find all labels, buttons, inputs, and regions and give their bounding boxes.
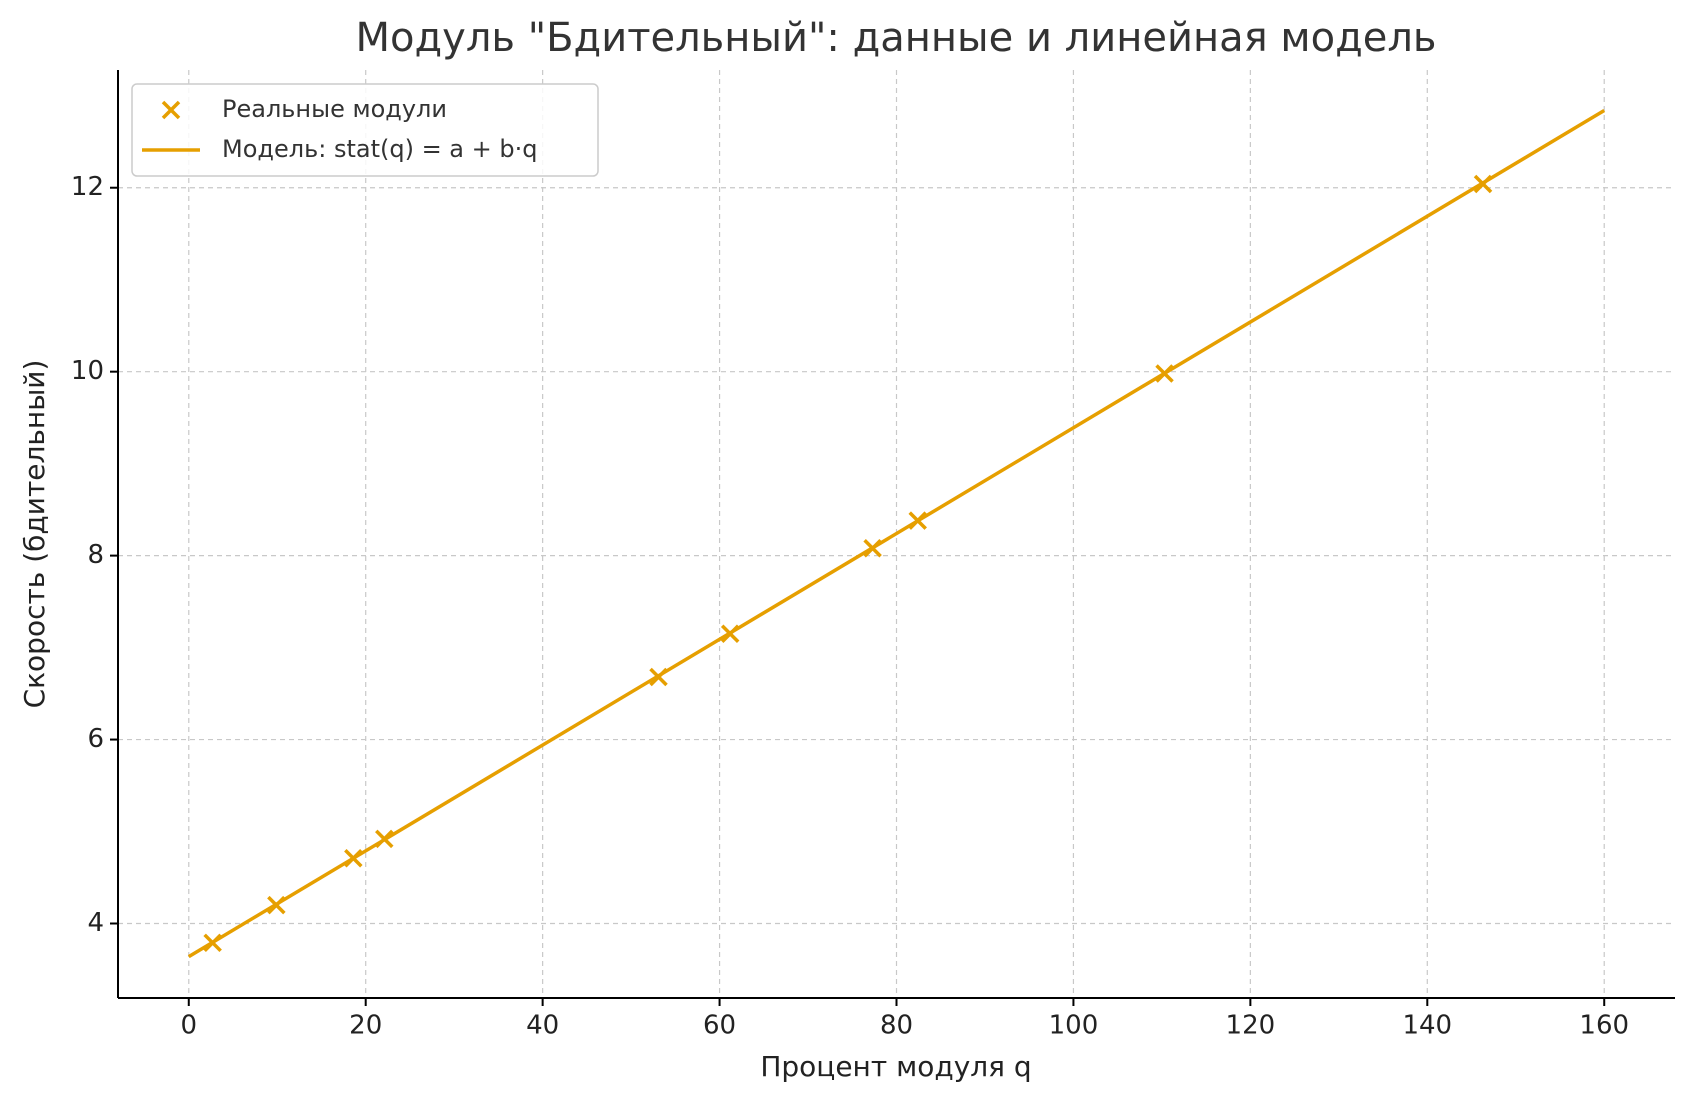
y-axis-label: Скорость (бдительный) bbox=[18, 360, 51, 709]
x-tick-label: 160 bbox=[1579, 1011, 1629, 1041]
x-tick-label: 20 bbox=[349, 1011, 382, 1041]
y-tick-label: 10 bbox=[71, 356, 104, 386]
y-tick-label: 6 bbox=[87, 724, 104, 754]
marker-stroke bbox=[161, 100, 181, 120]
y-tick-label: 12 bbox=[71, 172, 104, 202]
chart-title: Модуль "Бдительный": данные и линейная м… bbox=[356, 15, 1437, 61]
x-tick-label: 80 bbox=[880, 1011, 913, 1041]
legend-box bbox=[131, 83, 599, 177]
x-tick-label: 100 bbox=[1049, 1011, 1099, 1041]
model-line bbox=[187, 108, 1606, 959]
x-tick-label: 60 bbox=[703, 1011, 736, 1041]
y-tick-label: 4 bbox=[87, 908, 104, 938]
legend-label: Реальные модули bbox=[222, 95, 447, 123]
x-tick-label: 120 bbox=[1226, 1011, 1276, 1041]
x-tick-label: 140 bbox=[1402, 1011, 1452, 1041]
legend-label: Модель: stat(q) = a + b·q bbox=[222, 135, 537, 163]
legend-swatch bbox=[161, 100, 181, 120]
x-tick-label: 0 bbox=[180, 1011, 197, 1041]
y-tick-label: 8 bbox=[87, 540, 104, 570]
x-tick-label: 40 bbox=[526, 1011, 559, 1041]
x-axis-label: Процент модуля q bbox=[760, 1050, 1031, 1083]
